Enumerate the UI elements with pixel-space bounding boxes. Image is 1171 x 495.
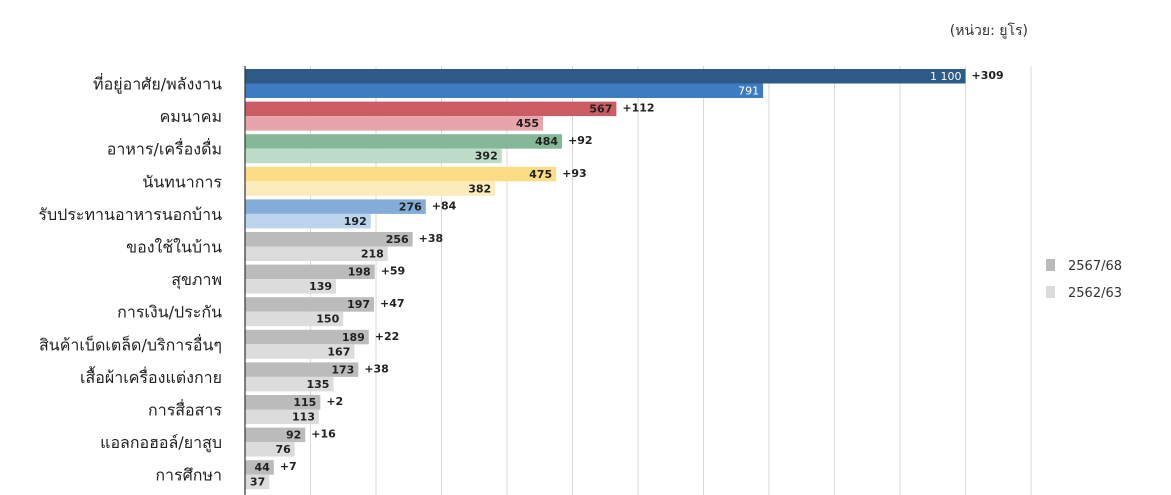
bars: 1 100 +309 791 567 +112 455 484 +92 392 475 +93 382… (245, 69, 1004, 490)
bar-2567 (245, 101, 617, 117)
bar-2567 (245, 134, 563, 149)
category-label: ที่อยู่อาศัย/พลังงาน (93, 73, 222, 95)
delta-label: +7 (280, 460, 297, 473)
value-label-2567: 115 (293, 396, 316, 409)
category-label: การสื่อสาร (148, 399, 222, 420)
bar-2562 (245, 213, 371, 229)
legend: 2567/68 2562/63 (1046, 259, 1122, 301)
value-label-2562: 192 (344, 215, 367, 228)
value-label-2562: 37 (250, 476, 265, 489)
bar-2567 (245, 362, 359, 377)
value-label-2562: 382 (468, 182, 491, 195)
bar-2567 (245, 232, 413, 247)
value-label-2562: 113 (292, 411, 315, 424)
bar-2562 (245, 279, 337, 294)
value-label-2562: 76 (275, 443, 291, 456)
delta-label: +16 (311, 428, 336, 441)
delta-label: +38 (419, 232, 444, 245)
value-label-2567: 173 (331, 363, 354, 376)
bar-2562 (245, 344, 355, 359)
value-label-2562: 392 (475, 150, 498, 163)
delta-label: +22 (375, 330, 400, 343)
value-label-2567: 92 (286, 429, 301, 442)
bar-2567 (245, 199, 426, 214)
delta-label: +47 (380, 297, 405, 310)
delta-label: +59 (381, 265, 406, 278)
category-labels: ที่อยู่อาศัย/พลังงานคมนาคมอาหาร/เครื่องด… (38, 73, 222, 485)
category-label: สินค้าเบ็ดเตล็ด/บริการอื่นๆ (39, 333, 222, 354)
unit-label: (หน่วย: ยูโร) (950, 22, 1028, 39)
value-label-2567: 197 (347, 298, 370, 311)
bar-2567 (245, 460, 274, 475)
delta-label: +309 (972, 69, 1004, 82)
bar-2562 (245, 148, 502, 164)
bar-2562 (245, 83, 764, 98)
bar-2562 (245, 246, 388, 261)
category-label: รับประทานอาหารนอกบ้าน (38, 205, 222, 224)
delta-label: +93 (562, 167, 587, 180)
category-label: แอลกอฮอล์/ยาสูบ (100, 433, 222, 453)
value-label-2567: 256 (386, 233, 409, 246)
bar-2567 (245, 166, 557, 182)
category-label: เสื้อผ้าเครื่องแต่งกาย (80, 366, 222, 387)
bar-2562 (245, 442, 295, 457)
bar-2567 (245, 329, 369, 345)
delta-label: +92 (568, 134, 593, 147)
legend-swatch-2562 (1046, 286, 1055, 298)
bar-2562 (245, 311, 344, 327)
category-label: การเงิน/ประกัน (117, 303, 222, 322)
value-label-2567: 189 (342, 331, 365, 344)
category-label: คมนาคม (160, 107, 222, 126)
delta-label: +112 (622, 102, 654, 115)
category-label: นันทนาการ (142, 172, 222, 191)
category-label: ของใช้ในบ้าน (126, 238, 222, 257)
bar-2567 (245, 264, 375, 280)
delta-label: +38 (364, 362, 389, 375)
bar-2562 (245, 409, 320, 424)
bar-2567 (245, 69, 966, 84)
bar-2562 (245, 474, 270, 490)
value-label-2567: 44 (255, 461, 271, 474)
legend-swatch-2567 (1046, 259, 1055, 271)
value-label-2562: 167 (327, 345, 350, 358)
bar-2567 (245, 297, 375, 312)
value-label-2562: 139 (309, 280, 332, 293)
value-label-2562: 455 (516, 117, 539, 130)
delta-label: +2 (326, 395, 343, 408)
category-label: การศึกษา (155, 466, 222, 485)
category-label: อาหาร/เครื่องดื่ม (107, 138, 222, 159)
bar-2562 (245, 181, 496, 196)
value-label-2562: 218 (361, 248, 384, 261)
value-label-2567: 276 (399, 200, 422, 213)
value-label-2562: 150 (316, 313, 339, 326)
bar-2562 (245, 116, 544, 131)
value-label-2567: 484 (535, 135, 558, 148)
legend-label-2567: 2567/68 (1068, 259, 1122, 274)
value-label-2567: 198 (348, 266, 371, 279)
delta-label: +84 (432, 199, 457, 212)
value-label-2567: 475 (529, 168, 552, 181)
bar-2567 (245, 427, 306, 443)
category-label: สุขภาพ (171, 270, 222, 290)
value-label-2562: 791 (738, 85, 759, 98)
bar-2567 (245, 395, 321, 410)
legend-label-2562: 2562/63 (1068, 286, 1122, 301)
bar-2562 (245, 376, 334, 392)
value-label-2562: 135 (306, 378, 329, 391)
value-label-2567: 567 (589, 103, 612, 116)
value-label-2567: 1 100 (930, 70, 962, 83)
